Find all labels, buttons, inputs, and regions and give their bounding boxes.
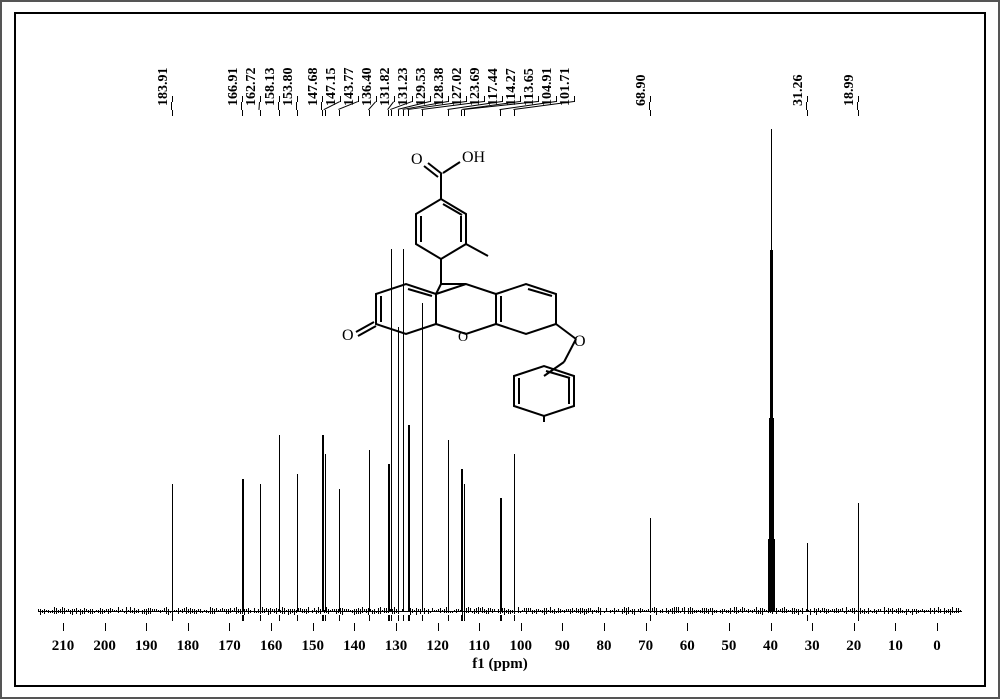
peak-label: 136.40: [360, 68, 376, 107]
nmr-solvent-peak: [768, 539, 770, 611]
peak-label: 183.91: [156, 68, 172, 107]
figure-frame: 183.91 166.91162.72158.13153.80 147.68147.…: [0, 0, 1000, 699]
nmr-peak: [388, 464, 389, 611]
x-tick-label: 210: [52, 638, 75, 655]
nmr-peak: [339, 489, 340, 611]
x-tick-label: 200: [93, 638, 116, 655]
peak-label: 143.77: [342, 68, 358, 107]
x-axis-title: f1 (ppm): [16, 656, 984, 673]
nmr-peak: [650, 518, 651, 611]
svg-text:O: O: [458, 330, 468, 345]
nmr-peak: [858, 503, 859, 611]
peak-label: 68.90: [634, 75, 650, 107]
peak-label: 131.82: [378, 68, 394, 107]
x-tick-label: 160: [260, 638, 283, 655]
nmr-peak: [297, 474, 298, 611]
nmr-peak: [260, 484, 261, 611]
x-tick-label: 90: [555, 638, 570, 655]
nmr-peak: [500, 498, 501, 611]
molecule-structure: O OH O O O NO₂: [256, 144, 616, 424]
peak-label: 158.13: [263, 68, 279, 107]
peak-label: 18.99: [842, 75, 858, 107]
nmr-peak: [369, 450, 370, 611]
x-tick-label: 120: [426, 638, 449, 655]
plot-frame: 183.91 166.91162.72158.13153.80 147.68147.…: [14, 12, 986, 687]
x-tick-label: 130: [385, 638, 408, 655]
nmr-peak: [242, 479, 243, 611]
x-tick-label: 110: [468, 638, 490, 655]
x-tick-label: 150: [301, 638, 324, 655]
x-tick-label: 50: [721, 638, 736, 655]
nmr-peak: [461, 469, 462, 611]
x-tick-label: 40: [763, 638, 778, 655]
nmr-peak: [279, 435, 280, 611]
svg-text:NO₂: NO₂: [534, 423, 559, 424]
peak-label: 147.15: [324, 68, 340, 107]
x-tick-label: 60: [680, 638, 695, 655]
nmr-peak: [325, 454, 326, 611]
peak-label: 162.72: [244, 68, 260, 107]
peak-labels-area: 183.91 166.91162.72158.13153.80 147.68147.…: [16, 14, 984, 110]
svg-text:O: O: [574, 333, 586, 350]
nmr-peak: [172, 484, 173, 611]
svg-text:OH: OH: [462, 149, 486, 166]
peak-label: 129.53: [414, 68, 430, 107]
peak-label: 166.91: [226, 68, 242, 107]
svg-text:O: O: [342, 327, 354, 344]
nmr-peak: [448, 440, 449, 611]
x-tick-label: 30: [805, 638, 820, 655]
x-axis-tick-labels: 2102001901801701601501401301201101009080…: [38, 635, 962, 655]
x-tick-label: 20: [846, 638, 861, 655]
x-tick-label: 10: [888, 638, 903, 655]
x-axis-ticks: [38, 623, 962, 631]
x-tick-label: 100: [510, 638, 533, 655]
peak-label: 147.68: [306, 68, 322, 107]
x-tick-label: 180: [177, 638, 200, 655]
nmr-peak: [807, 543, 808, 611]
peak-label: 153.80: [281, 68, 297, 107]
x-tick-label: 70: [638, 638, 653, 655]
svg-text:O: O: [411, 151, 423, 168]
nmr-peak: [514, 454, 515, 611]
nmr-peak: [464, 484, 465, 611]
x-tick-label: 0: [933, 638, 941, 655]
peak-label: 31.26: [791, 75, 807, 107]
nmr-peak: [408, 425, 409, 611]
nmr-peak: [322, 435, 323, 611]
peak-label: 131.23: [396, 68, 412, 107]
x-tick-label: 140: [343, 638, 366, 655]
x-tick-label: 190: [135, 638, 158, 655]
x-tick-label: 80: [597, 638, 612, 655]
x-tick-label: 170: [218, 638, 241, 655]
